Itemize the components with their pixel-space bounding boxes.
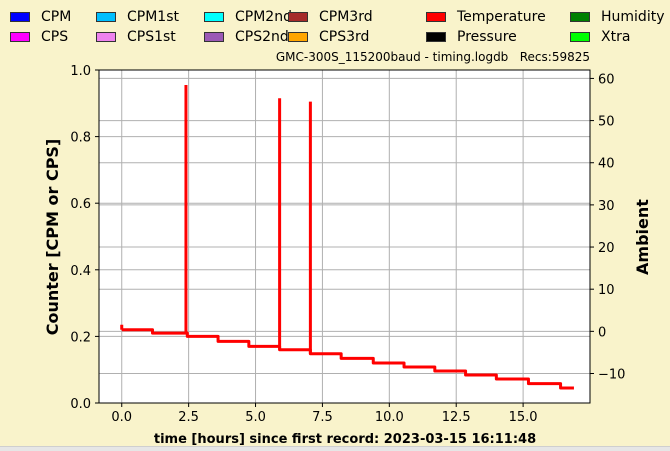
- legend-label: CPS2nd: [235, 29, 289, 45]
- y2-axis-label: Ambient: [633, 199, 652, 275]
- legend-item-temperature: Temperature: [426, 8, 546, 26]
- legend-item-humidity: Humidity: [570, 8, 664, 26]
- legend-label: Xtra: [601, 29, 631, 45]
- y2-tick-label: 10: [598, 283, 615, 298]
- legend-item-cpm: CPM: [10, 8, 71, 26]
- legend-item-cpm1st: CPM1st: [96, 8, 179, 26]
- legend-swatch: [96, 12, 116, 22]
- legend-swatch: [288, 32, 308, 42]
- plot-title: GMC-300S_115200baud - timing.logdb Recs:…: [275, 50, 590, 64]
- y-tick-label: 1.0: [70, 64, 91, 79]
- legend: CPM CPM1st CPM2nd CPM3rd Temperature Humidity…: [0, 0, 670, 50]
- x-tick-label: 0.0: [111, 410, 132, 425]
- legend-label: Humidity: [601, 9, 665, 25]
- y-tick-label: 0.8: [70, 131, 91, 146]
- grid-lines: [99, 69, 590, 404]
- legend-swatch: [204, 32, 224, 42]
- legend-item-cps: CPS: [10, 28, 68, 46]
- legend-swatch: [96, 32, 116, 42]
- legend-label: CPM1st: [127, 9, 179, 25]
- x-tick-label: 10.0: [375, 410, 404, 425]
- legend-label: CPM: [41, 9, 72, 25]
- legend-swatch: [288, 12, 308, 22]
- legend-item-xtra: Xtra: [570, 28, 630, 46]
- legend-item-cpm2nd: CPM2nd: [204, 8, 292, 26]
- plot-frame: [98, 69, 591, 404]
- x-tick-label: 7.5: [312, 410, 333, 425]
- legend-label: Pressure: [457, 29, 517, 45]
- y2-tick-label: −10: [598, 367, 625, 382]
- y2-tick-label: 40: [598, 157, 615, 172]
- y2-tick-label: 0: [598, 325, 606, 340]
- legend-item-cpm3rd: CPM3rd: [288, 8, 373, 26]
- legend-swatch: [204, 12, 224, 22]
- legend-label: CPS1st: [127, 29, 176, 45]
- legend-swatch: [426, 12, 446, 22]
- x-axis-label: time [hours] since first record: 2023-03…: [154, 432, 536, 447]
- plot-background: [99, 70, 590, 403]
- series-layer: [120, 84, 574, 390]
- legend-item-pressure: Pressure: [426, 28, 517, 46]
- legend-label: CPM3rd: [319, 9, 373, 25]
- legend-swatch: [10, 12, 30, 22]
- legend-label: CPS: [41, 29, 69, 45]
- y2-tick-label: 20: [598, 241, 615, 256]
- y-axis-left: 0.0 0.2 0.4 0.6 0.8 1.0: [70, 64, 99, 412]
- legend-item-cps1st: CPS1st: [96, 28, 176, 46]
- y-tick-label: 0.0: [70, 397, 91, 412]
- legend-label: Temperature: [457, 9, 546, 25]
- window-bottom-edge: [0, 446, 670, 451]
- legend-item-cps2nd: CPS2nd: [204, 28, 289, 46]
- y2-tick-label: 50: [598, 115, 615, 130]
- legend-swatch: [426, 32, 446, 42]
- x-tick-label: 2.5: [178, 410, 199, 425]
- y-tick-label: 0.4: [70, 264, 91, 279]
- legend-item-cps3rd: CPS3rd: [288, 28, 369, 46]
- y-axis-right: −10 0 10 20 30 40 50 60: [590, 72, 625, 382]
- x-tick-label: 15.0: [509, 410, 538, 425]
- x-tick-label: 5.0: [245, 410, 266, 425]
- legend-swatch: [570, 12, 590, 22]
- y2-tick-label: 60: [598, 72, 615, 87]
- legend-swatch: [10, 32, 30, 42]
- x-axis: 0.0 2.5 5.0 7.5 10.0 12.5 15.0: [111, 403, 538, 425]
- y-axis-label: Counter [CPM or CPS]: [43, 139, 62, 336]
- legend-label: CPS3rd: [319, 29, 370, 45]
- legend-label: CPM2nd: [235, 9, 292, 25]
- series-line: [121, 328, 574, 390]
- legend-swatch: [570, 32, 590, 42]
- x-tick-label: 12.5: [442, 410, 471, 425]
- y-tick-label: 0.2: [70, 330, 91, 345]
- y2-tick-label: 30: [598, 199, 615, 214]
- y-tick-label: 0.6: [70, 197, 91, 212]
